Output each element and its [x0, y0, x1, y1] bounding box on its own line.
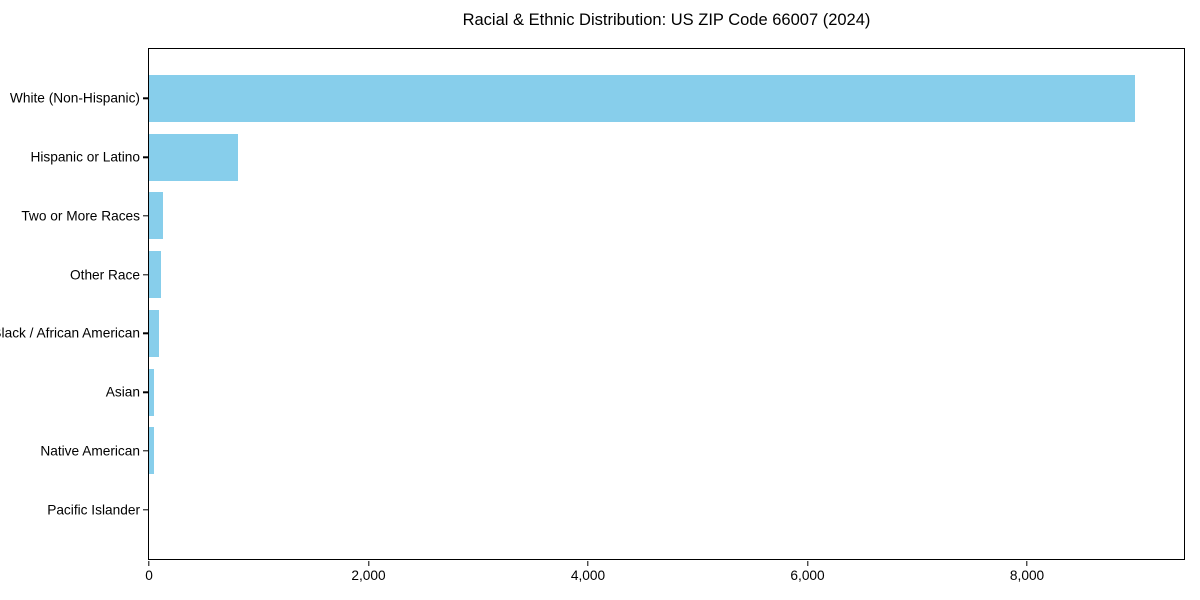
bars-container: White (Non-Hispanic) Hispanic or Latino Tw… [0, 49, 1184, 559]
y-tick-mark [142, 156, 148, 158]
bar-row: Pacific Islander [47, 480, 1184, 539]
bar-row: Other Race [70, 245, 1184, 304]
bar [149, 251, 161, 299]
x-tick-label: 2,000 [351, 568, 386, 583]
x-tick-label: 4,000 [570, 568, 606, 583]
bar-row: Native American [40, 422, 1184, 481]
y-tick-mark [142, 332, 148, 335]
bar-row: Two or More Races [21, 187, 1184, 246]
y-tick-mark [142, 273, 148, 276]
y-tick-label: Two or More Races [21, 208, 140, 224]
y-tick-label: White (Non-Hispanic) [9, 90, 140, 106]
bar-row: Asian [106, 363, 1184, 422]
bar [149, 74, 1135, 122]
y-tick-mark [142, 508, 148, 511]
x-tick-mark [1026, 560, 1028, 566]
x-tick-mark [148, 560, 150, 566]
x-tick-mark [367, 560, 370, 566]
bar-row: Hispanic or Latino [30, 128, 1184, 187]
x-tick-mark [587, 560, 589, 566]
x-tick-label: 0 [145, 568, 153, 583]
x-tick-mark [806, 560, 809, 566]
plot-area: White (Non-Hispanic) Hispanic or Latino Tw… [0, 48, 1185, 583]
y-tick-label: Native American [40, 443, 140, 459]
bar [149, 368, 155, 416]
x-tick-label: 8,000 [1009, 568, 1045, 583]
chart-title: Racial & Ethnic Distribution: US ZIP Cod… [462, 11, 871, 29]
y-tick-label: Asian [105, 384, 140, 400]
y-tick-label: Other Race [70, 267, 140, 283]
y-tick-mark [142, 97, 148, 100]
y-tick-mark [142, 450, 148, 452]
bar [149, 133, 238, 181]
y-tick-label: Black / African American [0, 325, 140, 341]
y-tick-label: Hispanic or Latino [30, 149, 140, 165]
bar [149, 192, 163, 240]
y-tick-mark [142, 215, 148, 217]
bar [149, 427, 154, 475]
bar-row: Black / African American [0, 304, 1184, 363]
y-tick-label: Pacific Islander [47, 502, 140, 518]
y-tick-mark [142, 391, 148, 393]
x-tick-label: 6,000 [790, 568, 825, 583]
bar [149, 309, 159, 357]
bar-row: White (Non-Hispanic) [10, 69, 1184, 128]
